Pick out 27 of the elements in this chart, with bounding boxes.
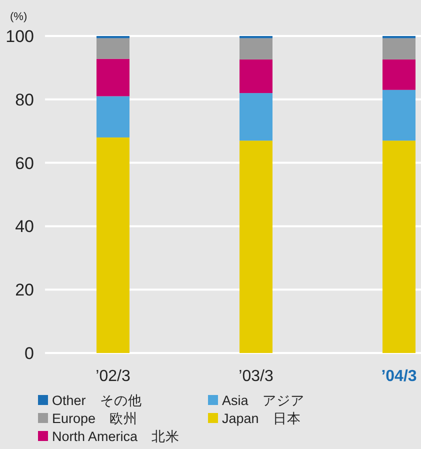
y-tick-label: 60 xyxy=(15,154,34,173)
bar xyxy=(96,137,130,353)
y-tick-label: 20 xyxy=(15,280,34,300)
y-tick-label: 40 xyxy=(15,217,34,236)
legend-label: Other その他 xyxy=(52,393,142,408)
x-tick-label: ’02/3 xyxy=(96,368,130,385)
bar xyxy=(382,38,416,60)
bar xyxy=(240,59,272,94)
y-tick-label: 80 xyxy=(15,90,34,110)
bar xyxy=(382,90,416,141)
x-tick-label: ’04/3 xyxy=(381,368,417,385)
bar xyxy=(382,140,416,353)
bar xyxy=(240,140,272,353)
legend-label: North America 北米 xyxy=(52,429,180,444)
y-axis-title: (%) xyxy=(10,11,28,23)
bar xyxy=(240,93,272,141)
legend-label: Japan 日本 xyxy=(222,411,301,426)
x-tick-label: ’03/3 xyxy=(238,368,274,385)
legend-label: Europe 欧州 xyxy=(52,411,138,426)
bar xyxy=(96,96,130,138)
bar xyxy=(382,59,416,90)
bar xyxy=(96,38,130,59)
y-tick-label: 100 xyxy=(6,26,34,46)
legend-label: Asia アジア xyxy=(222,393,304,408)
y-tick-label: 0 xyxy=(24,344,34,363)
bar xyxy=(96,58,130,96)
bar xyxy=(240,38,272,60)
